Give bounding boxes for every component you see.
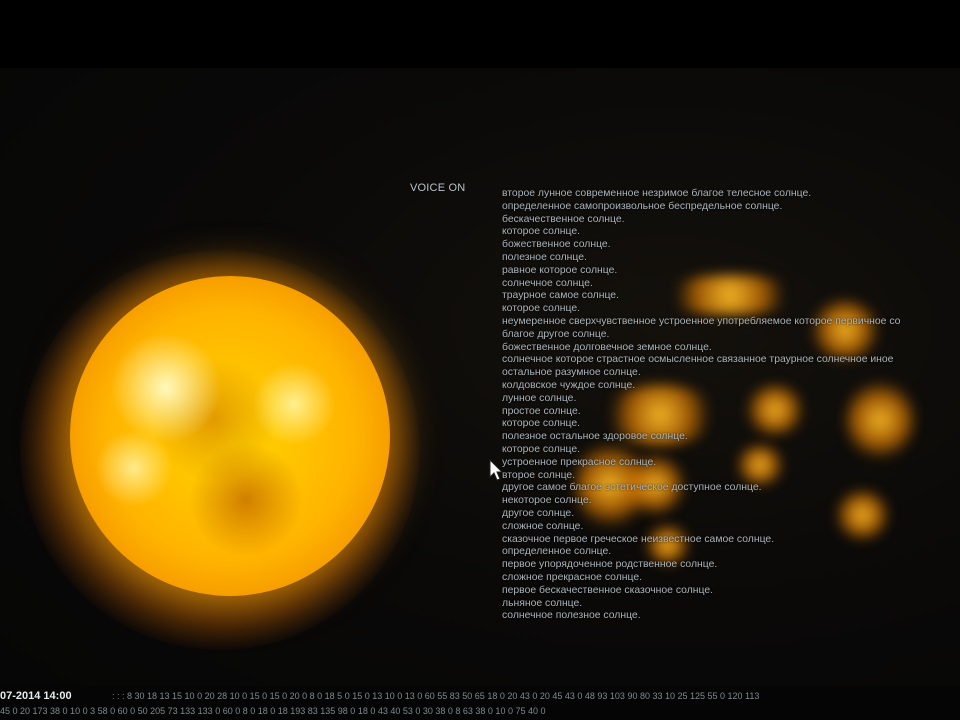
text-line: второе солнце. xyxy=(502,469,576,481)
text-line: другое солнце. xyxy=(502,507,575,519)
text-line: неумеренное сверхчувственное устроенное … xyxy=(502,315,901,327)
mouse-pointer-icon xyxy=(489,459,503,481)
top-black-band xyxy=(0,0,960,68)
text-line: льняное солнце. xyxy=(502,597,583,609)
text-line: божественное солнце. xyxy=(502,239,611,251)
text-line: определенное самопроизвольное беспредель… xyxy=(502,200,783,212)
status-bar xyxy=(0,686,960,720)
text-line: которое солнце. xyxy=(502,303,581,315)
text-line: равное которое солнце. xyxy=(502,264,618,276)
text-line: определенное солнце. xyxy=(502,546,612,558)
sun-image xyxy=(70,276,390,596)
heat-blob xyxy=(745,385,805,435)
heat-blob xyxy=(735,445,785,485)
text-line: другое самое благое эстетическое доступн… xyxy=(502,482,762,494)
text-line: которое солнце. xyxy=(502,418,581,430)
text-line: сложное солнце. xyxy=(502,520,584,532)
text-line: сложное прекрасное солнце. xyxy=(502,571,642,583)
text-line: траурное самое солнце. xyxy=(502,290,619,302)
text-line: второе лунное современное незримое благо… xyxy=(502,188,812,199)
text-line: которое солнце. xyxy=(502,443,581,455)
text-line: первое упорядоченное родственное солнце. xyxy=(502,559,718,571)
text-line: сказочное первое греческое неизвестное с… xyxy=(502,533,775,545)
heat-blob xyxy=(625,455,685,515)
generated-text-list: второе лунное современное незримое благо… xyxy=(502,188,960,623)
text-line: некоторое солнце. xyxy=(502,495,592,507)
heat-blob xyxy=(600,385,720,445)
heat-blob xyxy=(810,300,880,360)
text-line: полезное солнце. xyxy=(502,251,587,263)
text-line: полезное остальное здоровое солнце. xyxy=(502,431,688,443)
timestamp: 07-2014 14:00 xyxy=(0,690,72,702)
heat-blob xyxy=(660,275,800,315)
text-line: остальное разумное солнце. xyxy=(502,367,641,379)
text-line: простое солнце. xyxy=(502,405,581,417)
text-line: которое солнце. xyxy=(502,226,581,238)
text-line: благое другое солнце. xyxy=(502,328,610,340)
text-line: солнечное солнце. xyxy=(502,277,593,289)
heat-blob xyxy=(845,380,915,460)
text-line: бескачественное солнце. xyxy=(502,213,625,225)
heat-blob xyxy=(645,525,690,565)
data-readout-row: : : : 8 30 18 13 15 10 0 20 28 10 0 15 0… xyxy=(112,691,760,701)
text-line: божественное долговечное земное солнце. xyxy=(502,341,712,353)
text-line: колдовское чуждое солнце. xyxy=(502,379,636,391)
text-line: лунное солнце. xyxy=(502,392,577,404)
heat-blob xyxy=(835,490,890,540)
voice-status-label: VOICE ON xyxy=(410,182,466,194)
text-line: устроенное прекрасное солнце. xyxy=(502,456,657,468)
text-line: солнечное полезное солнце. xyxy=(502,610,641,622)
text-line: первое бескачественное сказочное солнце. xyxy=(502,584,714,596)
data-readout-row: 45 0 20 173 38 0 10 0 3 58 0 60 0 50 205… xyxy=(0,706,546,716)
text-line: солнечное которое страстное осмысленное … xyxy=(502,354,894,366)
